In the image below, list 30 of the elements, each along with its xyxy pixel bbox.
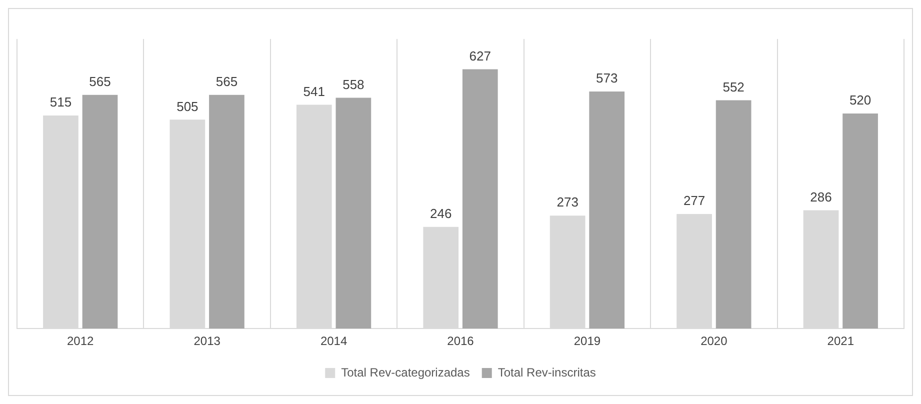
bar: [842, 113, 878, 329]
data-label: 627: [469, 48, 491, 64]
data-label: 520: [849, 92, 872, 108]
bar: [589, 92, 625, 329]
data-label: 565: [216, 74, 238, 89]
data-label: 246: [430, 206, 452, 221]
x-tick-label: 2016: [447, 334, 474, 348]
data-label: 558: [342, 76, 364, 92]
bar: [82, 94, 118, 329]
bar: [716, 100, 752, 329]
data-label: 541: [303, 84, 325, 99]
x-tick-label: 2013: [194, 334, 221, 348]
bar: [462, 69, 498, 329]
x-tick-label: 2012: [67, 334, 94, 348]
data-label: 552: [722, 79, 744, 94]
x-tick-label: 2020: [700, 334, 728, 348]
bar: [336, 98, 372, 329]
data-label: 286: [810, 189, 832, 204]
data-label: 573: [596, 70, 618, 86]
x-tick-label: 2014: [320, 334, 348, 348]
legend-label: Total Rev-inscritas: [498, 365, 596, 380]
data-label: 277: [683, 193, 706, 208]
x-tick-label: 2019: [574, 334, 601, 348]
data-label: 273: [556, 194, 578, 210]
legend-label: Total Rev-categorizadas: [341, 365, 470, 380]
data-label: 565: [89, 74, 111, 89]
x-tick-label: 2021: [827, 334, 854, 348]
data-label: 515: [50, 94, 72, 110]
data-label: 505: [176, 98, 198, 114]
bar: [209, 94, 244, 329]
